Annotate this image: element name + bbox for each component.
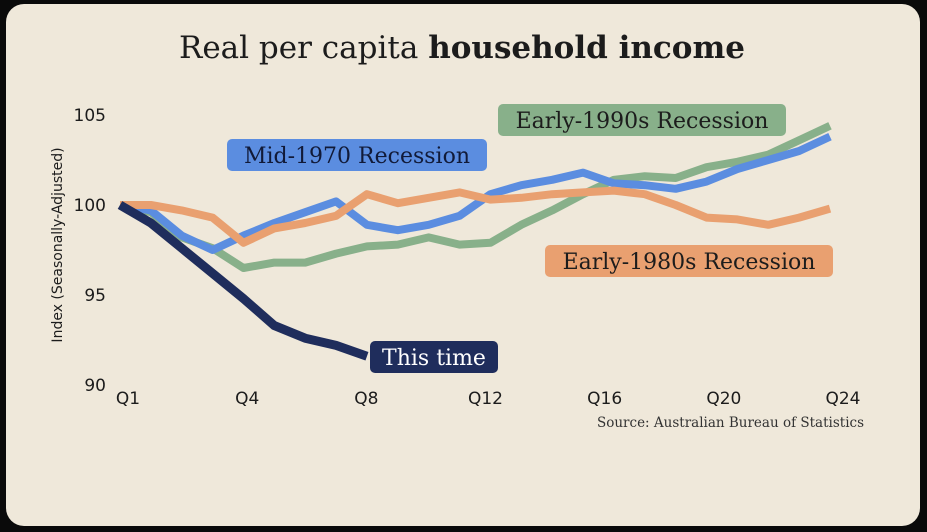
series-label-text: Mid-1970 Recession [244, 144, 470, 169]
x-tick-label: Q20 [706, 389, 741, 409]
title-bold: household income [428, 30, 745, 66]
series-label: Early-1980s Recession [545, 245, 833, 277]
chart-title: Real per capita household income [179, 30, 745, 66]
series-line-early-1990s-recession [119, 122, 832, 272]
x-tick-label: Q1 [116, 389, 140, 409]
series-line-early-1980s-recession [120, 186, 832, 247]
series-label: Early-1990s Recession [498, 104, 786, 136]
series-label-background [545, 245, 833, 277]
series-label-text: Early-1980s Recession [563, 250, 816, 275]
series-label-background [498, 104, 786, 136]
source-note: Source: Australian Bureau of Statistics [597, 415, 864, 431]
y-tick-label: 105 [74, 106, 106, 126]
series-label-background [227, 139, 487, 171]
y-axis-label: Index (Seasonally-Adjusted) [50, 147, 66, 342]
series-label-text: Early-1990s Recession [516, 109, 769, 134]
y-tick-label: 95 [84, 286, 106, 306]
x-tick-label: Q16 [587, 389, 622, 409]
y-tick-label: 90 [84, 376, 106, 396]
x-tick-label: Q8 [354, 389, 378, 409]
x-tick-label: Q4 [235, 389, 259, 409]
series-label: This time [370, 341, 498, 373]
y-tick-label: 100 [74, 196, 106, 216]
series-label-background [370, 341, 498, 373]
series-label-text: This time [382, 346, 486, 371]
x-tick-label: Q24 [825, 389, 860, 409]
x-tick-label: Q12 [468, 389, 503, 409]
series-label: Mid-1970 Recession [227, 139, 487, 171]
series-line-this-time [117, 201, 369, 361]
title-regular: Real per capita [179, 30, 418, 66]
